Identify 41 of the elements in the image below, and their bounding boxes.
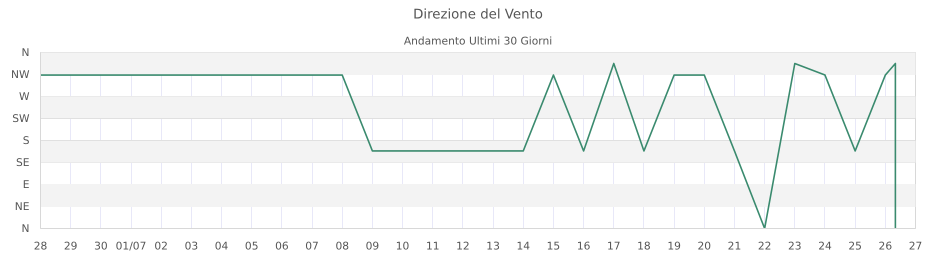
x-tick-label: 04 xyxy=(214,240,229,252)
x-tick-label: 11 xyxy=(426,240,440,252)
x-tick-label: 28 xyxy=(34,240,48,252)
x-tick-label: 21 xyxy=(728,240,742,252)
x-tick-label: 12 xyxy=(456,240,470,252)
x-tick-label: 30 xyxy=(94,240,108,252)
x-tick-label: 10 xyxy=(396,240,410,252)
x-tick-label: 13 xyxy=(486,240,500,252)
text: W xyxy=(18,90,30,103)
text: N xyxy=(22,46,30,59)
x-tick-label: 03 xyxy=(184,240,198,252)
text: SE xyxy=(16,156,30,169)
x-tick-label: 08 xyxy=(335,240,350,252)
x-tick-label: 09 xyxy=(366,240,380,252)
text: S xyxy=(22,134,30,147)
x-tick-label: 06 xyxy=(275,240,289,252)
x-tick-label: 24 xyxy=(818,240,832,252)
x-tick-label: 17 xyxy=(606,240,621,252)
x-tick-label: 27 xyxy=(908,240,922,252)
x-tick-label: 01/07 xyxy=(116,240,146,252)
x-tick-label: 14 xyxy=(516,240,530,252)
x-tick-label: 07 xyxy=(305,240,319,252)
text: NE xyxy=(14,200,30,213)
x-tick-label: 23 xyxy=(788,240,802,252)
x-tick-label: 26 xyxy=(878,240,892,252)
x-tick-label: 15 xyxy=(546,240,560,252)
x-tick-label: 25 xyxy=(848,240,862,252)
x-tick-label: 18 xyxy=(637,240,651,252)
x-tick-label: 29 xyxy=(64,240,78,252)
chart-title: Direzione del Vento xyxy=(413,8,543,22)
text: SW xyxy=(12,112,30,125)
x-tick-label: 20 xyxy=(698,240,712,252)
x-tick-label: 16 xyxy=(576,240,591,252)
text: N xyxy=(22,222,30,235)
x-tick-label: 19 xyxy=(667,240,682,252)
x-tick-label: 05 xyxy=(244,240,258,252)
text: E xyxy=(22,178,30,191)
text: NW xyxy=(10,68,30,81)
x-tick-label: 02 xyxy=(154,240,168,252)
chart-subtitle: Andamento Ultimi 30 Giorni xyxy=(404,34,552,48)
x-tick-label: 22 xyxy=(758,240,772,252)
